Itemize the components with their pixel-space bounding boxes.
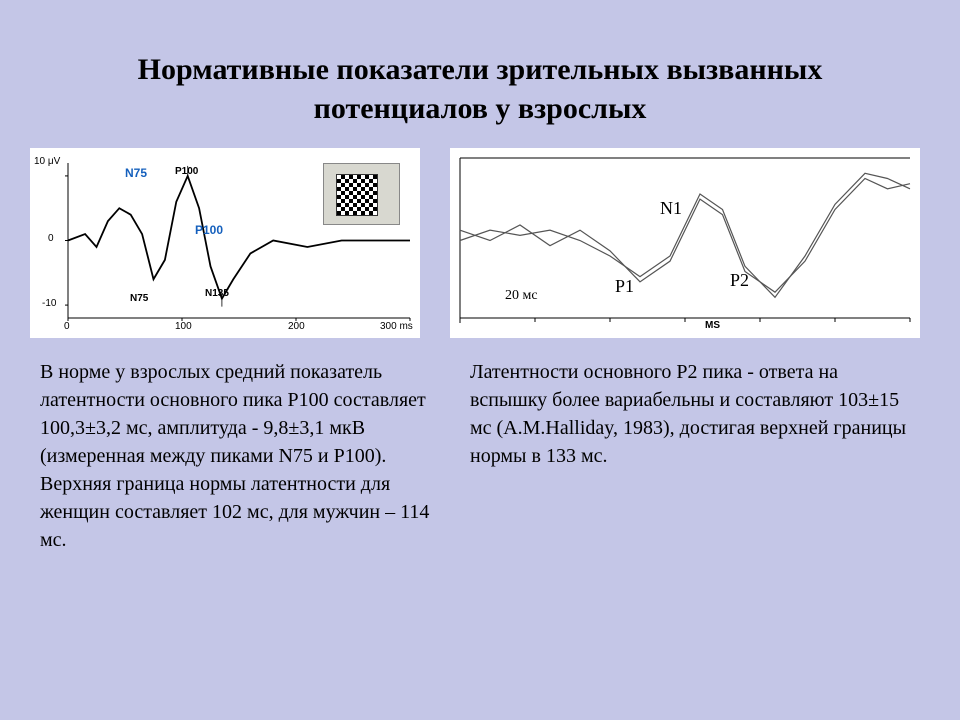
label-p100-main: P100 [195, 223, 223, 237]
charts-row: 10 μV 0 -10 0 100 200 300 ms N75 P100 P1… [0, 148, 960, 338]
left-description: В норме у взрослых средний показатель ла… [40, 358, 430, 554]
label-scale: 20 мс [505, 288, 538, 304]
right-chart-svg [450, 148, 920, 338]
x-tick-0: 0 [64, 321, 70, 332]
y-tick-1: -10 [42, 298, 56, 309]
label-p100-top: P100 [175, 166, 198, 177]
y-tick-0: 0 [48, 233, 54, 244]
label-ms: MS [705, 320, 720, 331]
slide-title: Нормативные показатели зрительных вызван… [0, 0, 960, 148]
label-p2: P2 [730, 270, 749, 291]
label-n1: N1 [660, 198, 682, 219]
label-n75-top: N75 [125, 166, 147, 180]
text-row: В норме у взрослых средний показатель ла… [0, 338, 960, 554]
x-tick-1: 100 [175, 321, 192, 332]
label-p1: P1 [615, 276, 634, 297]
x-tick-3: 300 ms [380, 321, 413, 332]
x-tick-2: 200 [288, 321, 305, 332]
label-n135: N135 [205, 288, 229, 299]
left-vep-chart: 10 μV 0 -10 0 100 200 300 ms N75 P100 P1… [30, 148, 420, 338]
y-label-top: 10 μV [34, 156, 60, 167]
stimulus-checkerboard-icon [323, 163, 400, 225]
right-vep-chart: N1 P1 P2 20 мс MS [450, 148, 920, 338]
right-description: Латентности основного Р2 пика - ответа н… [470, 358, 920, 554]
checker-pattern [336, 174, 378, 216]
label-n75-bottom: N75 [130, 293, 148, 304]
